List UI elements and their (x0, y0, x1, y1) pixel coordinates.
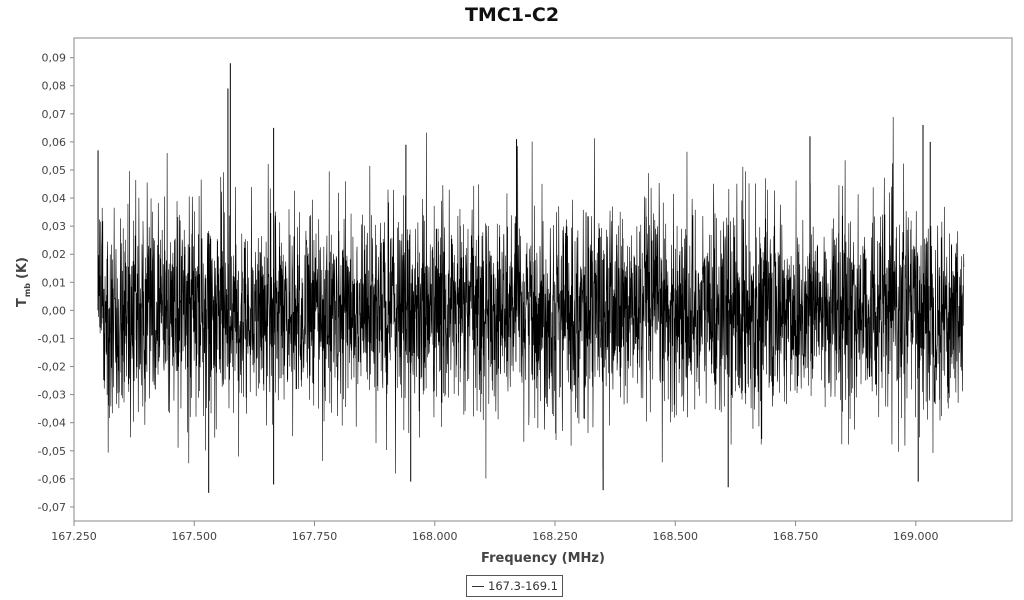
x-tick-label: 169.000 (893, 530, 939, 543)
x-tick-label: 167.250 (51, 530, 97, 543)
y-tick-label: 0,00 (42, 304, 67, 317)
y-tick-label: 0,09 (42, 52, 67, 65)
y-axis-title-main: T (15, 298, 30, 307)
y-tick-label: -0,07 (38, 501, 66, 514)
legend[interactable]: 167.3-169.1 (466, 575, 563, 597)
y-tick-label: 0,03 (42, 220, 67, 233)
x-tick-label: 167.500 (172, 530, 218, 543)
chart-title: TMC1-C2 (464, 4, 560, 26)
x-axis-title: Frequency (MHz) (481, 551, 605, 566)
y-tick-label: 0,06 (42, 136, 67, 149)
series-layer (97, 63, 965, 493)
y-axis-title: Tmb (K) (15, 257, 32, 307)
y-tick-label: -0,01 (38, 332, 66, 345)
y-tick-label: -0,04 (38, 417, 66, 430)
x-axis: 167.250 167.500 167.750 168.000 168.250 168.5… (51, 521, 939, 543)
y-tick-label: 0,04 (42, 192, 67, 205)
legend-swatch (472, 585, 484, 587)
y-axis: 0,09 0,08 0,07 0,06 0,05 0,04 0,03 0,02 0,01 0,00… (38, 52, 74, 514)
x-tick-label: 168.000 (412, 530, 458, 543)
y-tick-label: -0,05 (38, 445, 66, 458)
y-tick-label: -0,02 (38, 361, 66, 374)
y-tick-label: 0,02 (42, 248, 67, 261)
y-tick-label: -0,06 (38, 473, 66, 486)
x-tick-label: 167.750 (292, 530, 338, 543)
y-axis-title-sub: mb (23, 283, 32, 297)
x-tick-label: 168.250 (532, 530, 578, 543)
y-tick-label: -0,03 (38, 389, 66, 402)
x-tick-label: 168.500 (653, 530, 699, 543)
y-tick-label: 0,01 (42, 276, 67, 289)
x-tick-label: 168.750 (773, 530, 819, 543)
svg-text:Tmb(K): Tmb (K) (15, 257, 32, 307)
y-tick-label: 0,08 (42, 80, 67, 93)
y-tick-label: 0,05 (42, 164, 67, 177)
y-axis-title-unit: (K) (15, 257, 30, 279)
y-tick-label: 0,07 (42, 108, 67, 121)
spectrum-line (97, 117, 965, 479)
legend-label: 167.3-169.1 (488, 579, 558, 593)
